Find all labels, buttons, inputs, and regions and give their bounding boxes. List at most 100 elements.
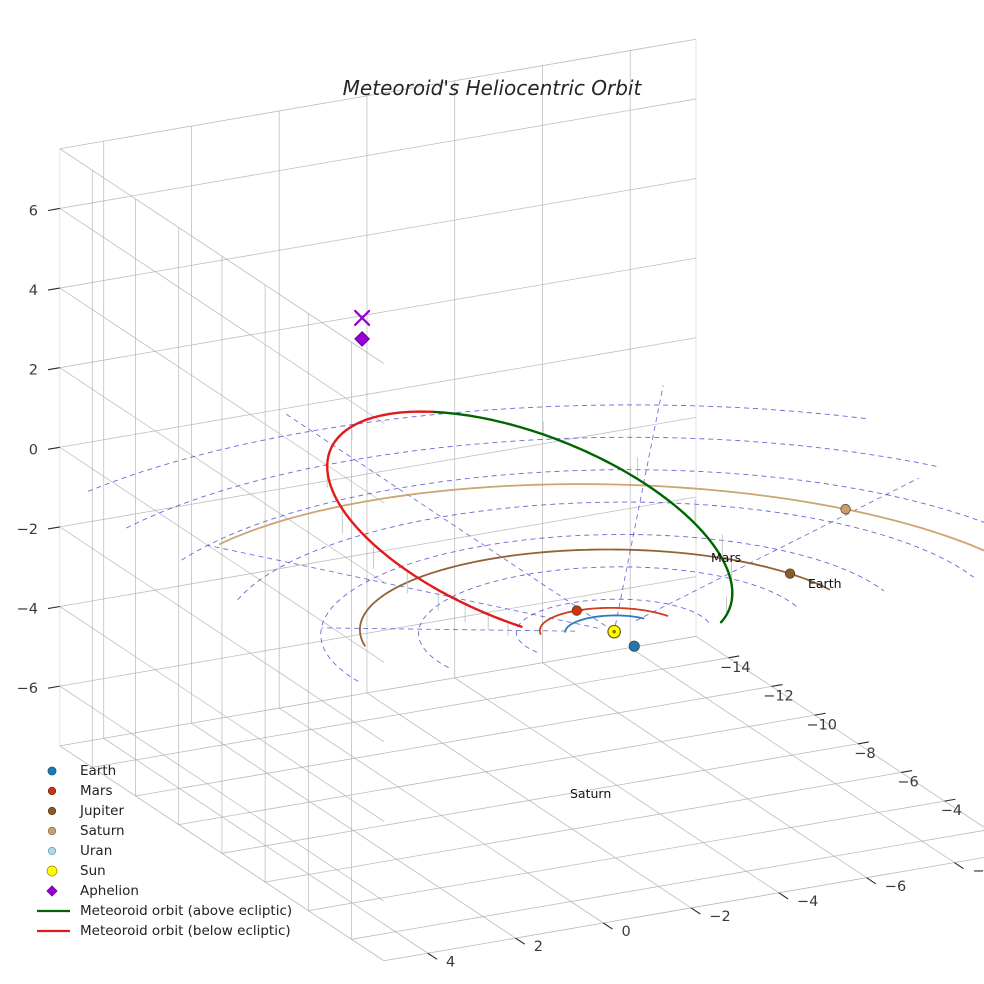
x-tick-label: −6 — [897, 775, 918, 791]
grid-line — [265, 772, 902, 883]
axes-pane-grid — [59, 38, 984, 962]
annotation-saturn: Saturn — [570, 786, 611, 801]
grid-line — [59, 496, 697, 607]
grid-line — [59, 606, 385, 822]
planet-markers — [571, 504, 851, 652]
annotation-earth: Earth — [808, 576, 842, 591]
tick-mark — [690, 907, 701, 915]
grid-line — [59, 178, 697, 289]
tick-mark — [857, 741, 870, 745]
tick-mark — [954, 862, 964, 870]
x-tick-label: −8 — [854, 746, 875, 762]
legend-label: Meteoroid orbit (below ecliptic) — [80, 923, 291, 939]
legend-label: Earth — [80, 763, 116, 779]
sun-marker — [607, 624, 621, 639]
grid-line — [278, 707, 604, 924]
grid-line — [135, 686, 772, 797]
grid-line — [629, 647, 955, 863]
legend-label: Sun — [80, 863, 106, 879]
legend-label: Meteoroid orbit (above ecliptic) — [80, 903, 292, 919]
planet-marker-saturn — [840, 504, 851, 515]
tick-mark — [778, 892, 789, 900]
y-tick-label: −2 — [709, 909, 730, 925]
legend-marker-earth — [47, 766, 57, 776]
grid-line — [191, 722, 516, 939]
tick-mark — [814, 712, 826, 716]
planet-marker-earth — [628, 640, 640, 652]
tick-mark — [771, 684, 783, 688]
legend: Earth Mars Jupiter Saturn Uran Sun Aphelion Met… — [37, 763, 292, 939]
z-tick-label: 6 — [29, 204, 38, 220]
z-tick-label: 4 — [29, 283, 38, 299]
grid-line — [59, 367, 385, 583]
legend-marker-aphelion — [46, 885, 58, 897]
axis-ticks — [47, 207, 964, 960]
meteoroid-orbit-below — [325, 410, 523, 628]
x-tick-label: −12 — [763, 689, 794, 705]
grid-line — [351, 830, 984, 940]
z-tick-label: 0 — [29, 442, 38, 458]
tick-mark — [603, 922, 613, 930]
aphelion-marker — [354, 309, 371, 347]
grid-line — [308, 800, 945, 912]
legend-marker-uran — [47, 846, 57, 856]
meteoroid-orbit-above — [430, 410, 734, 624]
z-tick-label: −6 — [17, 681, 38, 697]
grid-line — [59, 337, 697, 448]
y-tick-label: 2 — [534, 939, 543, 955]
x-tick-label: −14 — [720, 660, 751, 676]
tick-mark — [47, 446, 60, 450]
y-tick-label: −4 — [797, 894, 818, 910]
grid-line — [383, 857, 984, 962]
grid-line — [695, 635, 984, 828]
planet-annotations: Earth Mars Saturn — [570, 550, 842, 801]
grid-line — [59, 38, 697, 150]
grid-line — [59, 576, 697, 687]
legend-marker-mars — [47, 786, 57, 796]
legend-marker-jupiter — [47, 806, 57, 816]
grid-line — [366, 692, 692, 909]
tick-mark — [901, 770, 913, 773]
legend-label: Saturn — [80, 823, 125, 839]
tick-mark — [427, 952, 438, 960]
grid-line — [92, 657, 729, 768]
tick-mark — [47, 367, 60, 371]
legend-label: Jupiter — [79, 803, 124, 819]
meteoroid-orbit — [325, 410, 734, 628]
grid-line — [59, 635, 697, 747]
grid-line — [59, 98, 697, 209]
z-tick-label: −2 — [17, 522, 38, 538]
planet-marker-jupiter — [784, 568, 796, 579]
y-tick-label: 0 — [622, 924, 631, 940]
grid-line — [454, 677, 780, 894]
y-tick-label: −6 — [885, 879, 906, 895]
page-title: Meteoroid's Heliocentric Orbit — [343, 76, 643, 100]
grid-line — [59, 208, 385, 424]
tick-mark — [866, 877, 877, 885]
legend-label: Uran — [80, 843, 112, 859]
legend-label: Aphelion — [80, 883, 139, 899]
z-tick-label: −4 — [17, 602, 38, 618]
legend-label: Mars — [80, 783, 113, 799]
grid-line — [59, 287, 385, 504]
z-tick-label: 2 — [29, 363, 38, 379]
grid-line — [59, 526, 385, 743]
tick-mark — [47, 685, 60, 689]
grid-line — [103, 737, 429, 954]
grid-line — [59, 257, 697, 369]
tick-mark — [47, 207, 60, 212]
grid-line — [59, 685, 385, 902]
legend-marker-sun — [46, 865, 58, 877]
tick-mark — [944, 798, 956, 802]
x-tick-label: −10 — [806, 717, 837, 733]
y-tick-label: −8 — [973, 864, 984, 880]
grid-line — [542, 662, 867, 879]
orbit-saturn — [218, 483, 984, 552]
annotation-mars: Mars — [711, 550, 741, 565]
grid-line — [59, 148, 385, 365]
grid-line — [178, 714, 815, 826]
x-tick-label: −4 — [941, 803, 962, 819]
